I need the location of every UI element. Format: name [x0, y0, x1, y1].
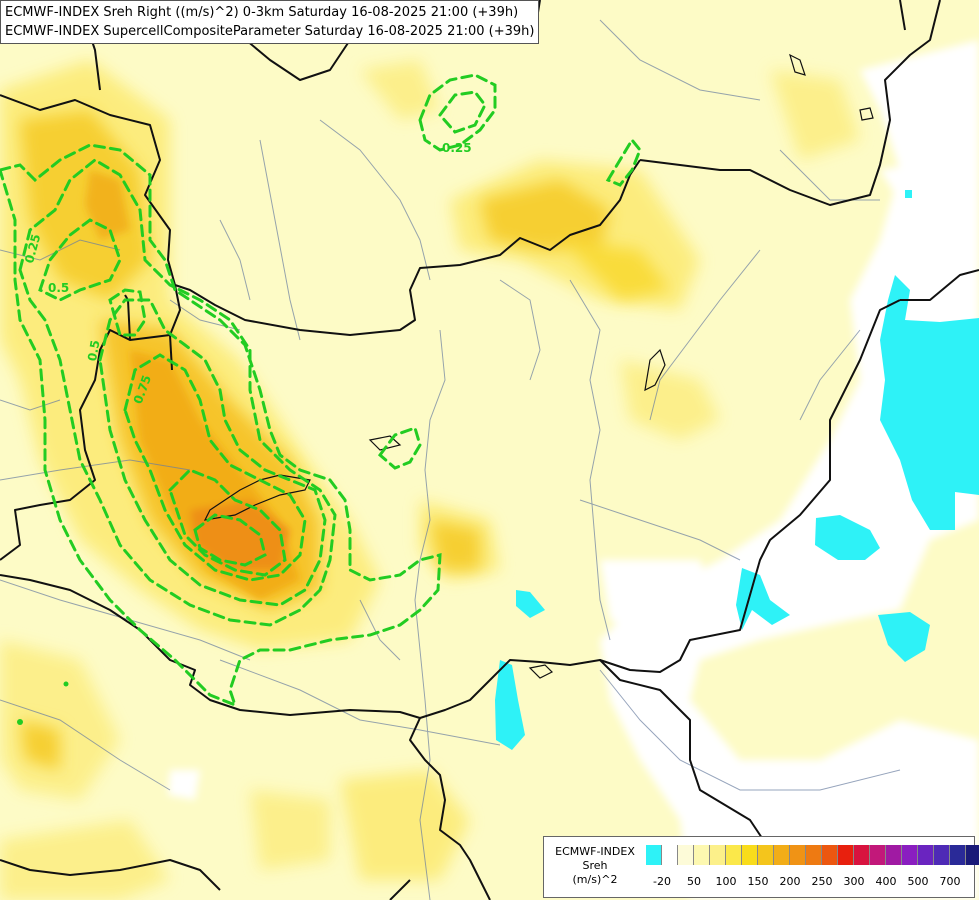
- scp-dot: [63, 681, 69, 687]
- title-line-1: ECMWF-INDEX Sreh Right ((m/s)^2) 0-3km S…: [5, 5, 519, 20]
- legend-tick-label: 500: [907, 875, 929, 888]
- legend-swatch: [790, 845, 806, 865]
- legend-tick-label: 250: [811, 875, 833, 888]
- map-title-box: ECMWF-INDEX Sreh Right ((m/s)^2) 0-3km S…: [0, 0, 540, 44]
- legend-tick-label: 100: [715, 875, 737, 888]
- legend-parameter: Sreh: [582, 859, 608, 872]
- title-line-2: ECMWF-INDEX SupercellCompositeParameter …: [5, 24, 535, 39]
- low-value-areas: [168, 40, 979, 900]
- legend-swatch: [870, 845, 886, 865]
- legend-swatch: [758, 845, 774, 865]
- contour-label: 0.5: [85, 339, 102, 362]
- color-legend: ECMWF-INDEX Sreh (m/s)^2 -20 50 100 150 200 2…: [543, 836, 979, 898]
- legend-swatch: [838, 845, 854, 865]
- legend-swatch: [694, 845, 710, 865]
- legend-tick-label: -20: [653, 875, 671, 888]
- legend-swatch: [966, 845, 979, 865]
- legend-tick-label: 700: [939, 875, 961, 888]
- legend-swatch: [934, 845, 950, 865]
- legend-swatch: [742, 845, 758, 865]
- legend-swatch: [886, 845, 902, 865]
- legend-tick-label: 300: [843, 875, 865, 888]
- legend-ticks: -20 50 100 150 200 250 300 400 500 700: [646, 875, 966, 889]
- legend-tick-label: 200: [779, 875, 801, 888]
- legend-tick-label: 150: [747, 875, 769, 888]
- legend-swatch: [710, 845, 726, 865]
- legend-swatch: [806, 845, 822, 865]
- scp-dot: [17, 719, 23, 725]
- contour-label: 0.5: [48, 281, 69, 295]
- legend-swatch: [854, 845, 870, 865]
- legend-tick-label: 50: [687, 875, 701, 888]
- contour-label: 0.25: [442, 141, 472, 155]
- legend-swatch: [678, 845, 694, 865]
- legend-swatch: [726, 845, 742, 865]
- sreh-cyan: [495, 190, 979, 750]
- legend-caption: ECMWF-INDEX Sreh (m/s)^2: [548, 845, 642, 887]
- legend-model: ECMWF-INDEX: [555, 845, 635, 858]
- legend-swatch: [950, 845, 966, 865]
- legend-swatch: [902, 845, 918, 865]
- scp-contours: [0, 73, 642, 708]
- legend-swatch: [646, 845, 662, 865]
- legend-swatch: [774, 845, 790, 865]
- legend-swatch: [662, 845, 678, 865]
- legend-colorbar: [646, 845, 979, 865]
- lakes: [203, 53, 874, 679]
- legend-unit: (m/s)^2: [572, 873, 618, 886]
- legend-swatch: [822, 845, 838, 865]
- legend-swatch: [918, 845, 934, 865]
- legend-tick-label: 400: [875, 875, 897, 888]
